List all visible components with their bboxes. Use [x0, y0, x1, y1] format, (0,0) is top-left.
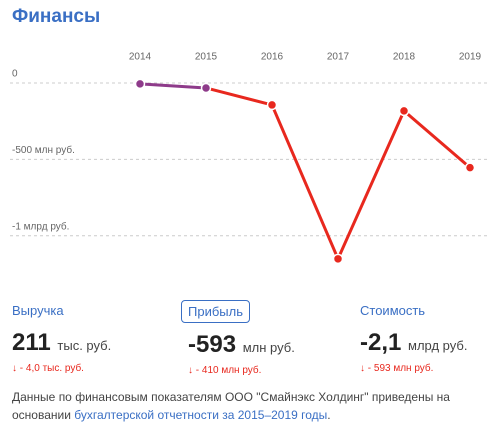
point	[398, 105, 410, 117]
point	[134, 78, 146, 90]
stat-value: -593 млн руб.	[188, 331, 295, 359]
note-text: Данные по финансовым показателям ООО "См…	[12, 390, 450, 422]
value: 211	[12, 329, 51, 356]
stat-value: 211 тыс. руб.	[12, 329, 111, 357]
x-tick-label: 2019	[459, 52, 482, 63]
point	[266, 99, 278, 111]
unit: млрд руб.	[408, 338, 468, 353]
stat-value: -2,1 млрд руб.	[360, 329, 467, 357]
note-end: .	[327, 408, 331, 422]
point	[332, 253, 344, 265]
line-segment	[402, 109, 472, 170]
unit: млн руб.	[242, 340, 295, 355]
stat: Выручка 211 тыс. руб. ↓ - 4,0 тыс. руб.	[12, 300, 111, 374]
unit: тыс. руб.	[57, 338, 112, 353]
stat-tab[interactable]: Прибыль	[181, 300, 250, 323]
x-tick-label: 2018	[393, 52, 416, 63]
stat: Прибыль -593 млн руб. ↓ - 410 млн руб.	[181, 300, 295, 376]
x-tick-label: 2016	[261, 52, 284, 63]
x-tick-label: 2014	[129, 52, 152, 63]
y-tick-label: -1 млрд руб.	[12, 220, 69, 232]
line-segment	[270, 103, 340, 261]
value: -2,1	[360, 329, 402, 356]
note-link[interactable]: бухгалтерской отчетности за 2015–2019 го…	[74, 408, 328, 422]
stat: Стоимость -2,1 млрд руб. ↓ - 593 млн руб…	[360, 300, 467, 374]
x-tick-label: 2017	[327, 52, 350, 63]
stat-change: ↓ - 4,0 тыс. руб.	[12, 363, 84, 374]
stat-change: ↓ - 593 млн руб.	[360, 363, 434, 374]
point	[464, 162, 476, 173]
stat-tab[interactable]: Стоимость	[360, 303, 426, 318]
line-segment	[336, 109, 406, 261]
line-segment	[138, 82, 208, 90]
stat-change: ↓ - 410 млн руб.	[188, 365, 262, 376]
chart: 0 -500 млн руб. -1 млрд руб. 2014 2015 2016 20…	[10, 52, 490, 265]
line-segment	[204, 86, 274, 107]
x-tick-label: 2015	[195, 52, 218, 63]
stat-tab[interactable]: Выручка	[12, 303, 64, 318]
y-tick-label: -500 млн руб.	[12, 144, 75, 156]
title: Финансы	[12, 6, 101, 27]
value: -593	[188, 331, 237, 358]
y-tick-label: 0	[12, 69, 18, 80]
note: Данные по финансовым показателям ООО "См…	[12, 388, 490, 424]
point	[200, 82, 212, 94]
